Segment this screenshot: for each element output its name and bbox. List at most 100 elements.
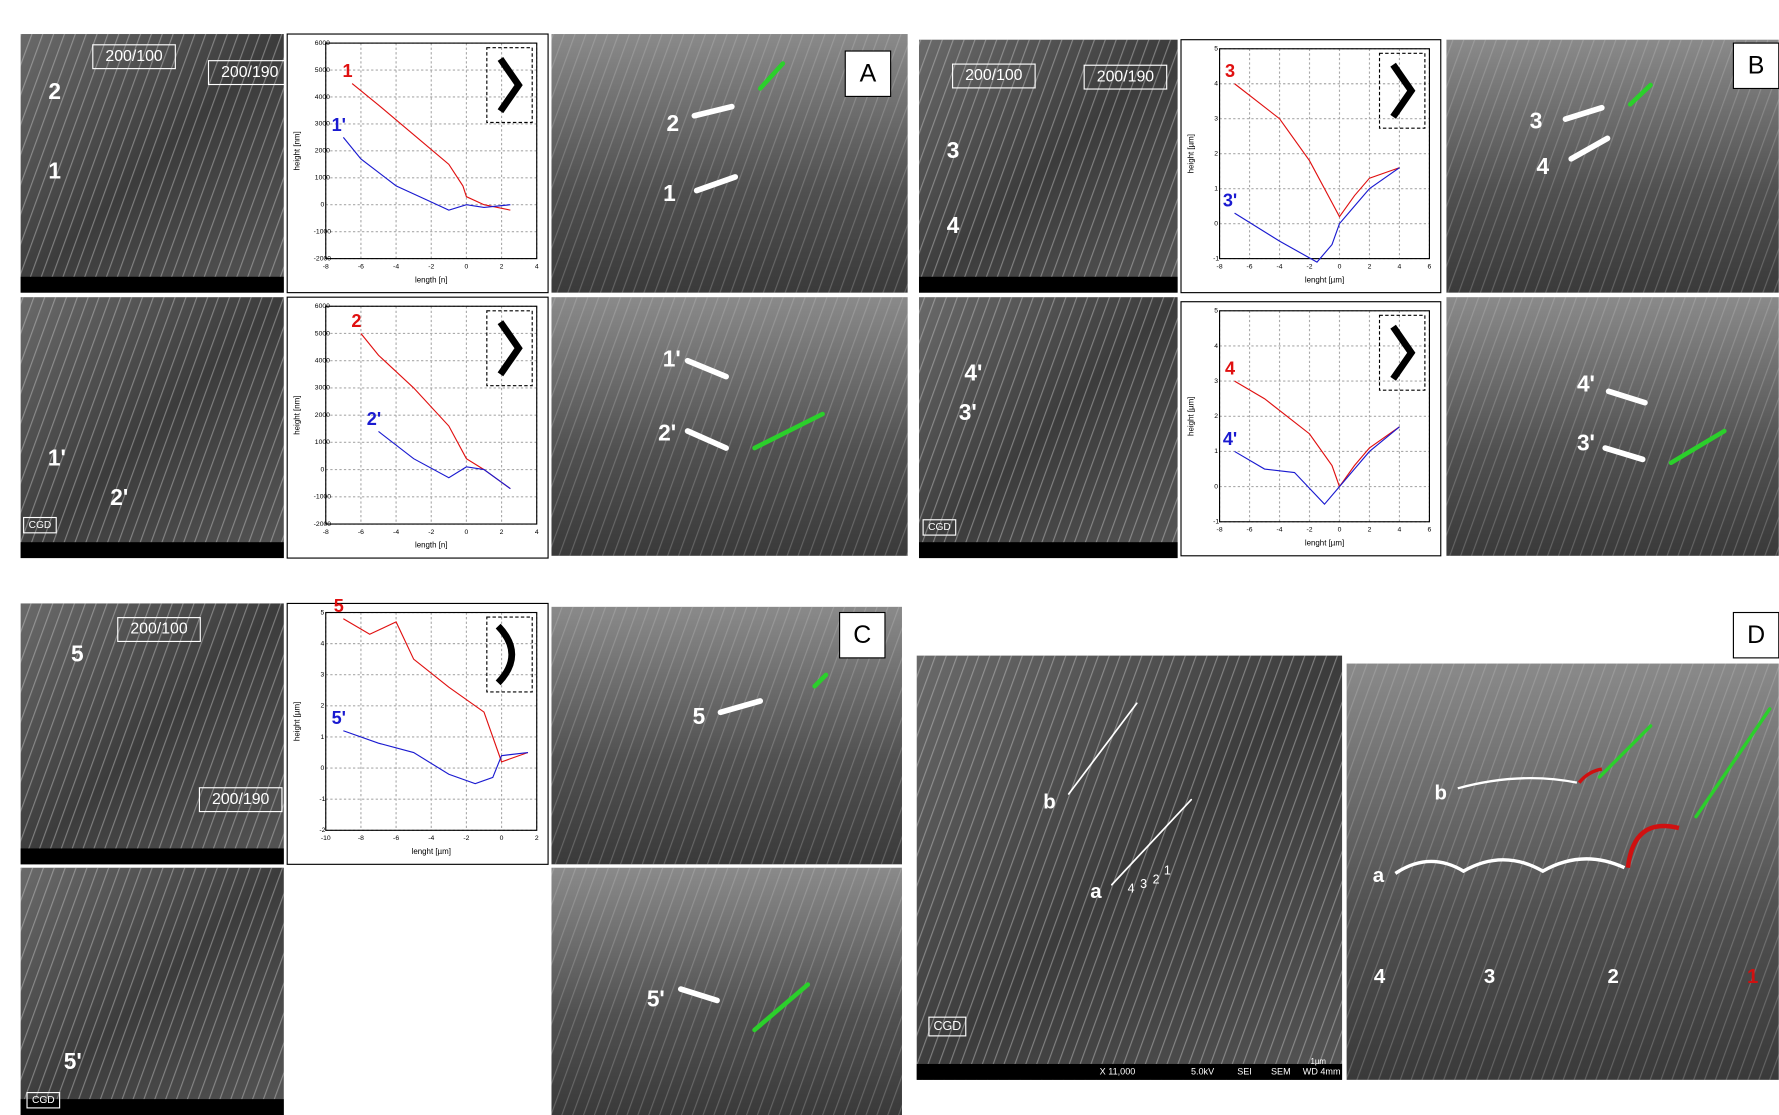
- y-axis-label: height [µm]: [292, 702, 301, 741]
- image-label: 3': [1577, 430, 1595, 456]
- series-label: 4': [1223, 429, 1237, 449]
- series-label: 2: [351, 311, 361, 331]
- x-tick-label: -10: [321, 835, 331, 842]
- y-tick-label: 4: [320, 640, 324, 647]
- x-axis-label: lenght [µm]: [1305, 538, 1344, 547]
- y-tick-label: 4: [1214, 343, 1218, 350]
- x-tick-label: 2: [500, 263, 504, 270]
- y-tick-label: -2: [319, 827, 325, 834]
- figure: ABCD200/100200/190211'2'CGD211'2'200/100…: [0, 0, 1779, 1115]
- image-label: SEM: [1271, 1066, 1291, 1076]
- image-label: 200/100: [105, 48, 163, 65]
- y-axis-label: height [nm]: [292, 396, 301, 435]
- y-tick-label: 2: [1214, 150, 1218, 157]
- image-label: 5: [693, 703, 706, 729]
- x-tick-label: -4: [428, 835, 434, 842]
- y-tick-label: 4000: [315, 94, 330, 101]
- image-label: 200/100: [965, 67, 1023, 84]
- x-tick-label: 2: [500, 529, 504, 536]
- image-label: 5': [647, 985, 665, 1011]
- x-tick-label: -8: [323, 529, 329, 536]
- y-tick-label: 0: [1214, 483, 1218, 490]
- x-tick-label: -6: [393, 835, 399, 842]
- sem-info-bar: [21, 277, 284, 293]
- image-label: CGD: [29, 520, 52, 531]
- x-tick-label: -8: [1217, 527, 1223, 534]
- x-axis-label: lenght [µm]: [1305, 275, 1344, 284]
- image-label: 1: [1747, 966, 1758, 988]
- y-tick-label: 5: [320, 609, 324, 616]
- y-tick-label: 0: [320, 765, 324, 772]
- image-label: 4: [1374, 966, 1386, 988]
- y-tick-label: 2: [1214, 413, 1218, 420]
- x-tick-label: 0: [500, 835, 504, 842]
- y-tick-label: 0: [320, 202, 324, 209]
- x-tick-label: -2: [1306, 527, 1312, 534]
- image-label: 5: [71, 641, 84, 667]
- image-label: WD 4mm: [1303, 1066, 1341, 1076]
- y-tick-label: 2000: [315, 148, 330, 155]
- x-tick-label: 0: [465, 529, 469, 536]
- x-tick-label: -2: [428, 529, 434, 536]
- y-tick-label: 3000: [315, 121, 330, 128]
- x-tick-label: 2: [535, 835, 539, 842]
- image-label: 2': [658, 419, 676, 445]
- image-label: 2: [667, 110, 680, 136]
- series-label: 3': [1223, 191, 1237, 211]
- y-tick-label: -1000: [314, 494, 332, 501]
- y-tick-label: 4: [1214, 81, 1218, 88]
- sem-info-bar: [919, 277, 1178, 293]
- surface-texture: [551, 297, 907, 556]
- x-tick-label: 2: [1368, 263, 1372, 270]
- sem-texture: [21, 868, 284, 1115]
- y-tick-label: 1: [1214, 448, 1218, 455]
- y-tick-label: 5: [1214, 46, 1218, 53]
- y-tick-label: 1000: [315, 175, 330, 182]
- y-tick-label: 5: [1214, 308, 1218, 315]
- y-tick-label: 3: [320, 672, 324, 679]
- sem-texture: [919, 297, 1178, 558]
- series-label: 5': [332, 708, 346, 728]
- x-tick-label: -4: [1277, 527, 1283, 534]
- series-label: 2': [367, 409, 381, 429]
- series-label: 1: [343, 61, 353, 81]
- x-tick-label: -6: [358, 263, 364, 270]
- x-tick-label: 4: [535, 529, 539, 536]
- x-axis-label: length [n]: [415, 275, 448, 284]
- image-label: 3': [959, 399, 977, 425]
- y-tick-label: -1: [1213, 255, 1219, 262]
- x-tick-label: -2: [1306, 263, 1312, 270]
- x-tick-label: 2: [1368, 527, 1372, 534]
- y-tick-label: 0: [320, 466, 324, 473]
- image-label: 3: [1140, 877, 1147, 891]
- image-label: a: [1373, 865, 1385, 887]
- image-label: 1: [48, 157, 61, 183]
- x-tick-label: -2: [428, 263, 434, 270]
- y-tick-label: 1: [1214, 185, 1218, 192]
- sem-info-bar: [21, 848, 284, 864]
- x-tick-label: -4: [1277, 263, 1283, 270]
- surface-texture: [1347, 664, 1779, 1080]
- panel-label: A: [860, 59, 877, 87]
- x-tick-label: -2: [463, 835, 469, 842]
- image-label: 2: [1607, 966, 1618, 988]
- x-tick-label: 6: [1428, 263, 1432, 270]
- y-tick-label: -1: [319, 796, 325, 803]
- x-tick-label: 4: [1398, 527, 1402, 534]
- image-label: 4': [1577, 371, 1595, 397]
- sem-texture: [21, 603, 284, 864]
- surface-texture: [1446, 297, 1778, 556]
- sem-info-bar: [21, 542, 284, 558]
- series-label: 1': [332, 115, 346, 135]
- image-label: 2': [110, 484, 128, 510]
- image-label: 1: [663, 180, 676, 206]
- panel-label: C: [853, 621, 871, 649]
- image-label: 1: [1164, 863, 1171, 877]
- surface-texture: [1446, 40, 1778, 293]
- image-label: 200/190: [212, 791, 270, 808]
- y-tick-label: 2: [320, 703, 324, 710]
- image-label: CGD: [32, 1095, 55, 1106]
- image-label: 1µm: [1310, 1057, 1326, 1066]
- image-label: CGD: [928, 522, 951, 533]
- y-tick-label: 5000: [315, 330, 330, 337]
